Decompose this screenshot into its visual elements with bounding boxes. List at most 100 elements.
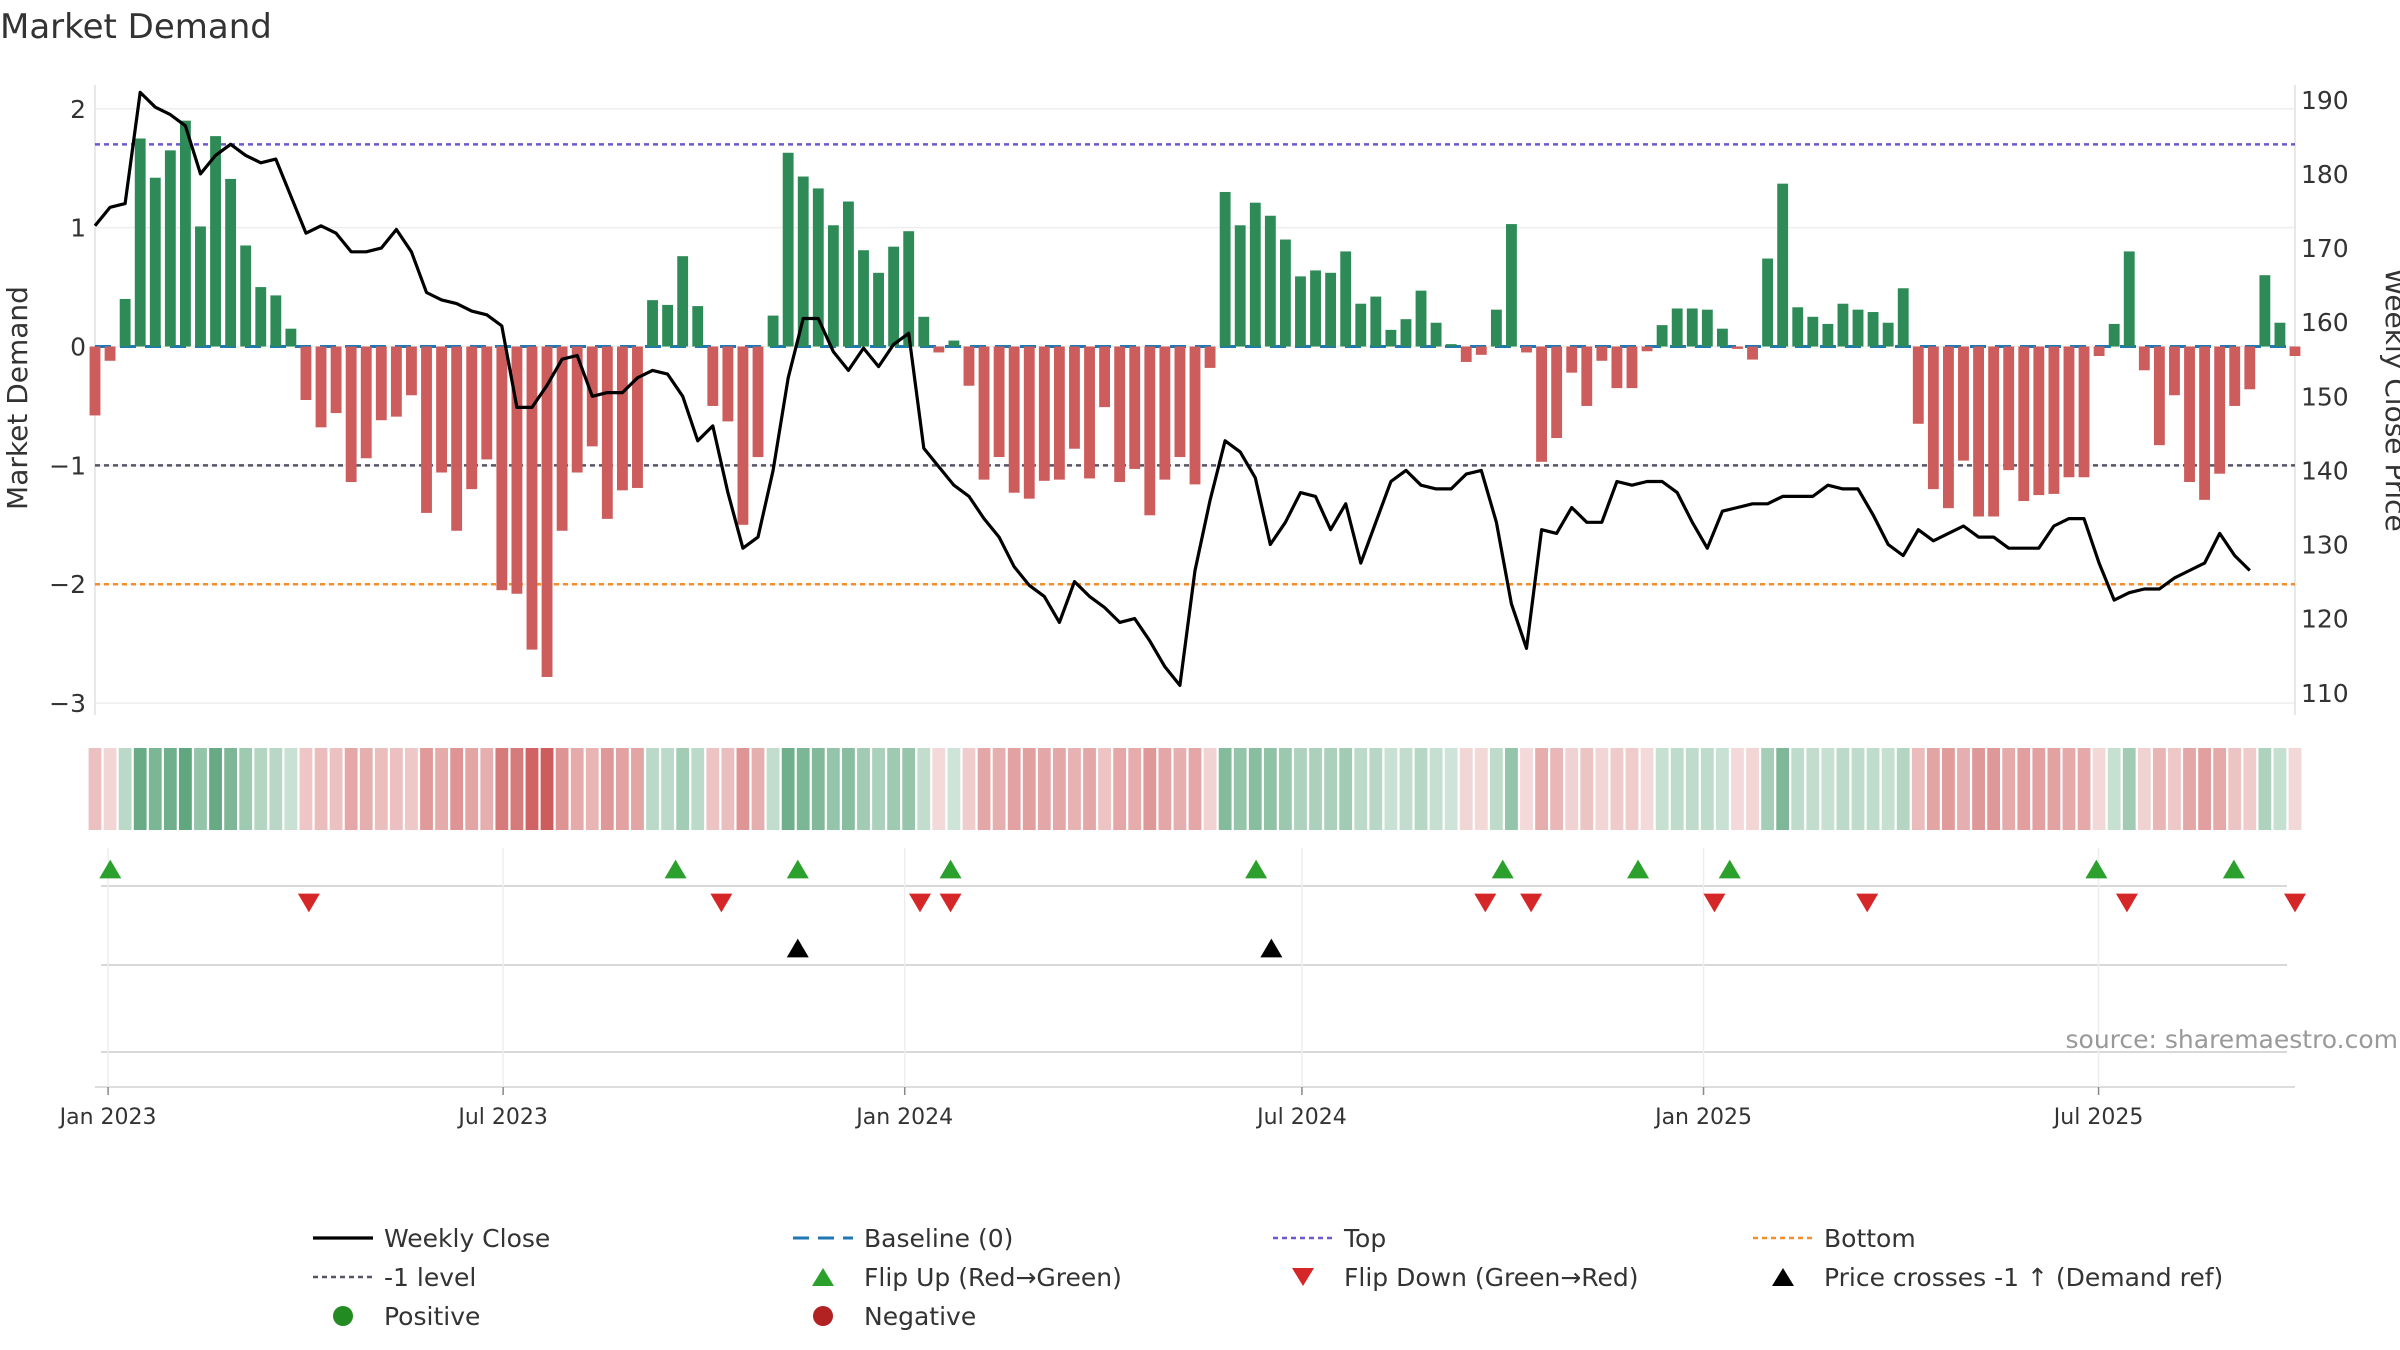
- demand-bar-negative: [1114, 346, 1126, 483]
- strip-cell-negative: [450, 748, 464, 830]
- strip-cell-negative: [1640, 748, 1654, 830]
- demand-bar-negative: [1189, 346, 1201, 485]
- y-tick-label: −1: [49, 451, 86, 480]
- strip-cell-negative: [480, 748, 494, 830]
- strip-cell-positive: [1339, 748, 1353, 830]
- y2-tick-label: 170: [2301, 234, 2349, 263]
- demand-bar-positive: [1701, 309, 1713, 347]
- demand-bar-positive: [647, 300, 658, 347]
- flip-up-marker: [2222, 859, 2245, 879]
- demand-bar-negative: [2229, 346, 2241, 406]
- strip-cell-positive: [1791, 748, 1805, 830]
- strip-cell-positive: [1369, 748, 1383, 830]
- strip-cell-negative: [374, 748, 388, 830]
- strip-cell-positive: [148, 748, 162, 830]
- demand-bar-negative: [993, 346, 1005, 458]
- strip-cell-positive: [1670, 748, 1684, 830]
- strip-cell-positive: [224, 748, 238, 830]
- strip-cell-positive: [1384, 748, 1398, 830]
- demand-bar-positive: [2123, 251, 2135, 347]
- demand-bar-positive: [164, 150, 176, 347]
- strip-cell-negative: [1068, 748, 1081, 830]
- demand-bar-positive: [1837, 303, 1849, 347]
- strip-cell-positive: [1685, 748, 1699, 830]
- flip-up-marker: [1627, 859, 1650, 879]
- demand-bar-negative: [436, 346, 447, 473]
- demand-bar-negative: [1084, 346, 1095, 479]
- strip-cell-negative: [1474, 748, 1488, 830]
- demand-bar-positive: [888, 246, 900, 347]
- strip-cell-negative: [2168, 748, 2181, 830]
- legend-item: Negative: [813, 1302, 976, 1331]
- x-axis-ticks: Jan 2023 Jul 2023 Jan 2024 Jul 2024 Jan 2025…: [58, 1087, 2144, 1130]
- strip-cell-negative: [2152, 748, 2166, 830]
- demand-bar-positive: [843, 201, 854, 347]
- strip-cell-negative: [314, 748, 328, 830]
- strip-cell-negative: [1987, 748, 2001, 830]
- demand-bar-negative: [978, 346, 990, 480]
- flip-down-marker: [2115, 893, 2138, 913]
- demand-bar-negative: [375, 346, 387, 421]
- strip-cell-positive: [1324, 748, 1338, 830]
- strip-cell-positive: [1263, 748, 1277, 830]
- demand-bar-negative: [1460, 346, 1472, 362]
- demand-bar-positive: [1656, 325, 1668, 347]
- event-markers: [99, 859, 2306, 958]
- demand-bar-negative: [2048, 346, 2060, 494]
- strip-cell-negative: [2137, 748, 2151, 830]
- demand-bar-negative: [1159, 346, 1171, 480]
- strip-cell-positive: [118, 748, 132, 830]
- demand-bar-negative: [406, 346, 417, 396]
- strip-cell-negative: [2017, 748, 2031, 830]
- demand-bar-negative: [1521, 346, 1532, 353]
- legend-item: Baseline (0): [793, 1224, 1013, 1253]
- strip-cell-negative: [1052, 748, 1066, 830]
- demand-bar-positive: [677, 256, 689, 347]
- demand-bar-positive: [1234, 225, 1246, 347]
- strip-cell-positive: [902, 748, 916, 830]
- demand-bar-positive: [1310, 270, 1321, 347]
- strip-cell-negative: [1535, 748, 1548, 830]
- y2-tick-label: 190: [2301, 86, 2349, 115]
- price-cross-marker: [1260, 938, 1283, 958]
- demand-bar-positive: [285, 328, 297, 347]
- demand-bar-positive: [2108, 323, 2120, 347]
- demand-bar-negative: [89, 346, 101, 416]
- legend-item: Price crosses -1 ↑ (Demand ref): [1772, 1263, 2223, 1292]
- strip-cell-positive: [766, 748, 780, 830]
- demand-bar-positive: [812, 188, 824, 347]
- demand-bar-negative: [2244, 346, 2256, 390]
- demand-bar-positive: [270, 295, 282, 347]
- demand-bar-negative: [1973, 346, 1984, 517]
- x-tick-label: Jul 2024: [1255, 1105, 1347, 1130]
- strip-cell-positive: [796, 748, 810, 830]
- strip-cell-negative: [932, 748, 946, 830]
- demand-bar-negative: [2063, 346, 2075, 478]
- x-tick-label: Jul 2025: [2052, 1105, 2144, 1130]
- demand-bar-negative: [752, 346, 764, 458]
- demand-bar-positive: [1807, 316, 1819, 347]
- flip-up-marker: [2085, 859, 2108, 879]
- demand-bar-positive: [1852, 309, 1864, 347]
- strip-cell-positive: [179, 748, 192, 830]
- strip-cell-negative: [299, 748, 313, 830]
- strip-cell-positive: [2273, 748, 2287, 830]
- demand-bar-negative: [496, 346, 508, 591]
- strip-cell-positive: [1248, 748, 1262, 830]
- strip-cell-positive: [1776, 748, 1790, 830]
- legend-swatch: [812, 1268, 834, 1286]
- flip-down-marker: [710, 893, 733, 913]
- demand-bar-negative: [616, 346, 628, 491]
- strip-cell-positive: [1761, 748, 1775, 830]
- demand-bar-positive: [858, 250, 869, 347]
- demand-bar-negative: [632, 346, 643, 488]
- demand-bar-negative: [1008, 346, 1020, 493]
- strip-cell-negative: [1520, 748, 1533, 830]
- chart-title: Market Demand: [0, 7, 272, 47]
- flip-down-marker: [297, 893, 320, 913]
- legend-item: Bottom: [1753, 1224, 1916, 1253]
- strip-cell-negative: [1565, 748, 1579, 830]
- strip-cell-negative: [405, 748, 418, 830]
- legend-label: Baseline (0): [864, 1224, 1013, 1253]
- strip-cell-positive: [842, 748, 855, 830]
